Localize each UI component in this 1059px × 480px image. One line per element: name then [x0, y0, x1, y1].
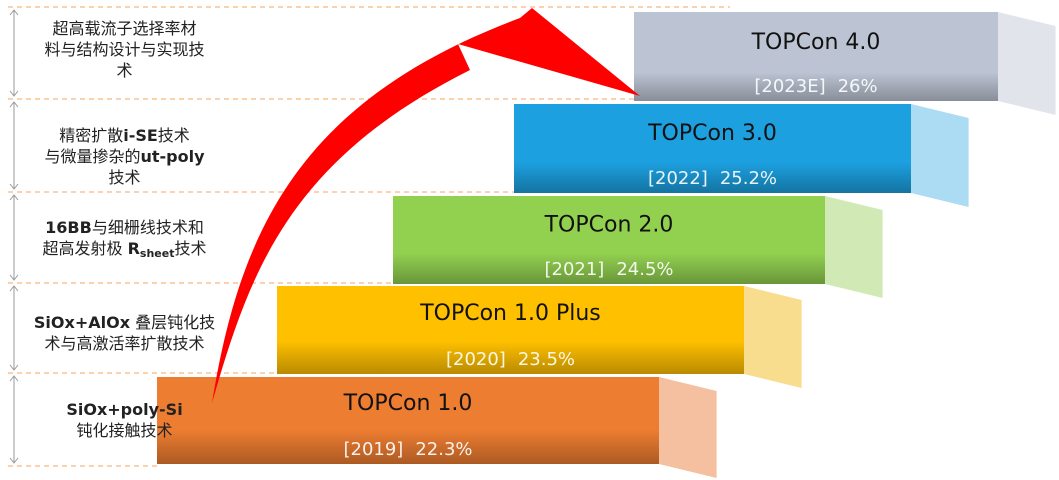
step-top — [634, 12, 998, 72]
step-name: TOPCon 1.0 Plus — [419, 301, 601, 326]
step-year: [2022] — [648, 168, 708, 189]
tech-label-text: SiOx+poly-Si — [66, 400, 183, 419]
step-year: [2019] — [343, 439, 403, 460]
tech-label-text: 料与结构设计与实现技 — [44, 40, 205, 59]
step-name: TOPCon 3.0 — [647, 121, 777, 146]
tech-label-text: 16BB — [45, 218, 92, 237]
step-front-shade — [634, 72, 998, 101]
row-brackets — [9, 9, 19, 464]
tech-label-text: 与细栅线技术和 — [91, 218, 204, 237]
step-side — [659, 377, 717, 478]
bracket-arrow-up — [9, 194, 19, 201]
tech-label-text: ut-poly — [140, 147, 205, 166]
step-year: [2021] — [544, 259, 604, 280]
tech-label-text: 术与高激活率扩散技术 — [44, 334, 205, 353]
tech-label-text: 术 — [116, 61, 133, 80]
bracket-arrow-down — [9, 90, 19, 97]
bracket-arrow-up — [9, 101, 19, 108]
stairs: TOPCon 4.0 [2023E] 26% TOPCon 3.0 [2022] 25.2… — [157, 12, 1056, 478]
step-side — [744, 286, 802, 388]
step-side — [998, 12, 1056, 115]
step-5: TOPCon 4.0 [2023E] 26% — [634, 12, 1056, 115]
step-efficiency: 25.2% — [720, 168, 777, 189]
step-year: [2023E] — [754, 76, 825, 97]
step-efficiency: 22.3% — [415, 439, 472, 460]
tech-label-text: 技术 — [108, 168, 141, 187]
step-top — [277, 286, 744, 341]
bracket-arrow-up — [9, 9, 19, 16]
tech-label-5: SiOx+poly-Si 钝化接触技术 — [22, 399, 227, 441]
step-name: TOPCon 2.0 — [544, 212, 674, 237]
step-front-shade — [393, 253, 825, 284]
step-name: TOPCon 4.0 — [751, 30, 881, 55]
step-top — [514, 104, 911, 162]
guide-lines — [8, 6, 740, 467]
tech-label-text: 叠层钝化技 — [130, 313, 216, 332]
step-3: TOPCon 2.0 [2021] 24.5% — [393, 196, 883, 298]
tech-label-text: R — [127, 239, 140, 258]
tech-label-text: 超高发射极 — [42, 239, 128, 258]
step-side — [825, 196, 883, 298]
bracket-arrow-down — [9, 457, 19, 464]
tech-label-text: 钝化接触技术 — [76, 421, 173, 440]
step-top — [157, 377, 659, 430]
tech-label-2: 精密扩散i-SE技术 与微量掺杂的ut-poly 技术 — [22, 125, 227, 188]
tech-label-text: 超高载流子选择率材 — [52, 19, 197, 38]
tech-label-3: 16BB与细栅线技术和超高发射极 Rsheet技术 — [22, 217, 227, 264]
bracket-arrow-up — [9, 375, 19, 382]
step-label: [2019] 22.3% — [343, 439, 472, 460]
tech-label-text: 与微量掺杂的 — [44, 147, 141, 166]
step-label: [2023E] 26% — [754, 76, 877, 97]
growth-arrow — [212, 8, 640, 403]
bracket-arrow-down — [9, 364, 19, 371]
step-label: [2022] 25.2% — [648, 168, 777, 189]
step-top — [393, 196, 825, 253]
tech-label-text: i-SE — [123, 126, 158, 145]
tech-label-text: sheet — [139, 247, 175, 260]
tech-label-text: SiOx+AlOx — [33, 313, 131, 332]
step-label: [2020] 23.5% — [446, 349, 575, 370]
step-side — [911, 104, 969, 207]
step-efficiency: 26% — [838, 76, 878, 97]
step-front-shade — [157, 430, 659, 464]
bracket-arrow-down — [9, 274, 19, 281]
step-year: [2020] — [446, 349, 506, 370]
step-front-shade — [514, 162, 911, 193]
step-label: [2021] 24.5% — [544, 259, 673, 280]
step-4: TOPCon 3.0 [2022] 25.2% — [514, 104, 969, 207]
tech-label-1: 超高载流子选择率材 料与结构设计与实现技术 — [22, 18, 227, 81]
step-efficiency: 24.5% — [616, 259, 673, 280]
bracket-arrow-down — [9, 183, 19, 190]
step-2: TOPCon 1.0 Plus [2020] 23.5% — [277, 286, 802, 388]
tech-label-text: 精密扩散 — [59, 126, 124, 145]
step-name: TOPCon 1.0 — [343, 391, 473, 416]
step-efficiency: 23.5% — [518, 349, 575, 370]
step-front-shade — [277, 341, 744, 374]
tech-label-text: 技术 — [174, 239, 207, 258]
tech-label-text: 技术 — [157, 126, 190, 145]
tech-label-4: SiOx+AlOx 叠层钝化技术与高激活率扩散技术 — [22, 312, 227, 354]
bracket-arrow-up — [9, 285, 19, 292]
step-1: TOPCon 1.0 [2019] 22.3% — [157, 377, 717, 478]
